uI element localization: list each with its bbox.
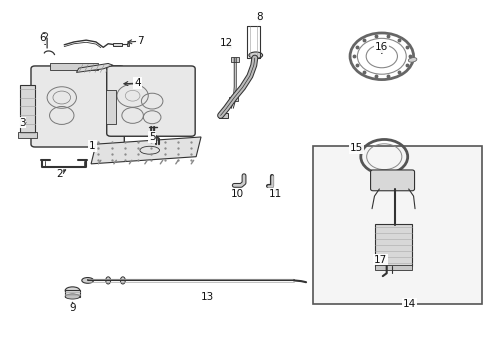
Text: 2: 2 — [56, 168, 63, 179]
Ellipse shape — [121, 277, 125, 284]
Text: 6: 6 — [39, 33, 46, 43]
Text: 7: 7 — [137, 36, 143, 46]
Text: 9: 9 — [69, 303, 76, 314]
Polygon shape — [91, 137, 201, 164]
Bar — [20, 85, 35, 135]
Text: 5: 5 — [149, 132, 155, 142]
Text: 4: 4 — [134, 78, 141, 88]
Text: 17: 17 — [374, 255, 388, 265]
Ellipse shape — [249, 52, 263, 58]
Text: 13: 13 — [201, 292, 214, 302]
Ellipse shape — [65, 294, 80, 299]
Bar — [65, 290, 80, 297]
FancyBboxPatch shape — [107, 66, 195, 136]
Text: 15: 15 — [350, 143, 363, 153]
Text: 1: 1 — [89, 141, 96, 151]
Bar — [127, 43, 129, 46]
Ellipse shape — [408, 58, 417, 62]
Bar — [219, 113, 228, 118]
FancyBboxPatch shape — [370, 170, 415, 191]
FancyBboxPatch shape — [31, 66, 124, 147]
Polygon shape — [76, 63, 113, 72]
Text: 8: 8 — [256, 12, 263, 22]
Bar — [113, 42, 122, 46]
Bar — [375, 224, 412, 266]
Bar — [106, 90, 116, 125]
Ellipse shape — [82, 278, 94, 283]
Text: 3: 3 — [19, 118, 25, 128]
Bar — [49, 63, 98, 69]
Bar — [18, 132, 37, 138]
Text: 11: 11 — [269, 189, 282, 199]
Bar — [314, 146, 482, 304]
Bar — [375, 265, 412, 270]
Text: 12: 12 — [220, 38, 233, 48]
Ellipse shape — [65, 287, 80, 294]
Ellipse shape — [140, 146, 159, 154]
Text: 10: 10 — [231, 189, 244, 199]
Text: 16: 16 — [375, 42, 389, 52]
Text: 14: 14 — [403, 299, 416, 309]
Bar — [231, 57, 239, 62]
Ellipse shape — [106, 277, 111, 284]
Bar — [229, 97, 238, 101]
